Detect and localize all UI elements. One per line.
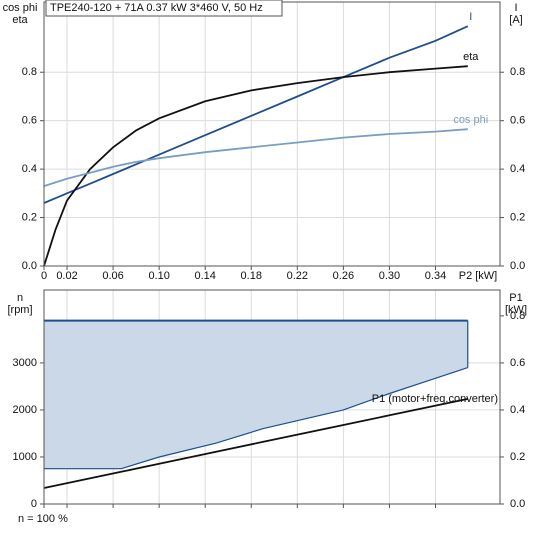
series-label: I bbox=[469, 11, 472, 23]
y-tick-label: 0.8 bbox=[22, 66, 37, 78]
series-label: cos phi bbox=[453, 114, 488, 126]
y2-tick-label: 0.4 bbox=[510, 163, 525, 175]
y2-axis-label: [A] bbox=[509, 14, 522, 26]
y2-tick-label: 0.8 bbox=[510, 66, 525, 78]
series-label: eta bbox=[463, 51, 479, 63]
x-axis-label: P2 [kW] bbox=[459, 270, 498, 282]
y-tick-label: 0.6 bbox=[22, 115, 37, 127]
plot-frame bbox=[43, 289, 501, 505]
y-tick-label: 0.0 bbox=[22, 260, 37, 272]
series-label: P1 (motor+freq.converter) bbox=[372, 393, 498, 405]
y-tick-label: 0 bbox=[31, 498, 37, 510]
y2-tick-label: 0.4 bbox=[510, 404, 525, 416]
x-tick-label: 0.10 bbox=[148, 270, 169, 282]
y-tick-label: 0.2 bbox=[22, 211, 37, 223]
x-tick-label: 0.30 bbox=[379, 270, 400, 282]
y2-tick-label: 0.2 bbox=[510, 211, 525, 223]
y-axis-label: cos phi bbox=[3, 2, 38, 14]
x-tick-label: 0 bbox=[41, 270, 47, 282]
plot-area bbox=[44, 2, 500, 266]
title-box bbox=[45, 0, 283, 17]
y-tick-label: 0.4 bbox=[22, 163, 37, 175]
y2-tick-label: 0.8 bbox=[510, 310, 525, 322]
y2-tick-label: 0.0 bbox=[510, 260, 525, 272]
y2-tick-label: 0.2 bbox=[510, 451, 525, 463]
series-line bbox=[43, 65, 468, 267]
series-line bbox=[44, 367, 468, 470]
x-tick-label: 0.26 bbox=[333, 270, 354, 282]
y-axis-label: [rpm] bbox=[7, 304, 32, 316]
annotation: n = 100 % bbox=[18, 513, 68, 525]
x-tick-label: 0.02 bbox=[56, 270, 77, 282]
series-line bbox=[43, 25, 469, 204]
y-tick-label: 1000 bbox=[13, 451, 37, 463]
series-line bbox=[43, 128, 468, 187]
range-area bbox=[44, 320, 468, 469]
x-tick-label: 0.18 bbox=[241, 270, 262, 282]
x-tick-label: 0.22 bbox=[287, 270, 308, 282]
x-tick-label: 0.06 bbox=[102, 270, 123, 282]
series-line bbox=[43, 398, 468, 489]
y2-tick-label: 0.6 bbox=[510, 357, 525, 369]
x-tick-label: 0.34 bbox=[425, 270, 446, 282]
y-tick-label: 2000 bbox=[13, 404, 37, 416]
chart-title: TPE240-120 + 71A 0.37 kW 3*460 V, 50 Hz bbox=[50, 2, 263, 14]
y2-axis-label: P1 bbox=[509, 292, 522, 304]
y2-tick-label: 0.6 bbox=[510, 115, 525, 127]
y2-tick-label: 0.0 bbox=[510, 498, 525, 510]
y2-axis-label: I bbox=[514, 2, 517, 14]
y-tick-label: 3000 bbox=[13, 357, 37, 369]
y-axis-label: n bbox=[17, 292, 23, 304]
y2-axis-label: [kW] bbox=[505, 304, 527, 316]
x-tick-label: 0.14 bbox=[195, 270, 216, 282]
y-axis-label: eta bbox=[12, 14, 28, 26]
